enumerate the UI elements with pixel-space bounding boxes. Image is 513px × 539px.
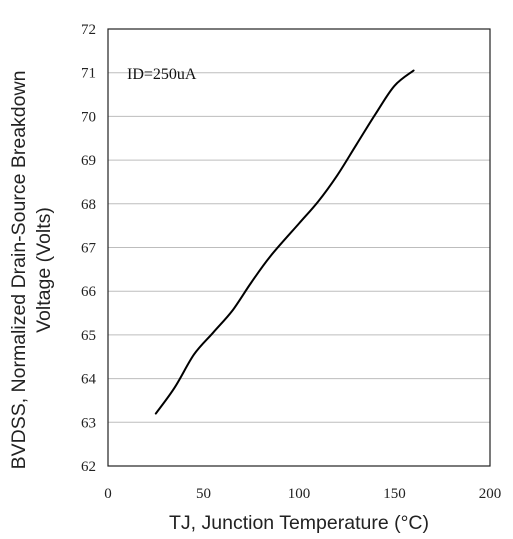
y-tick-label: 62 xyxy=(81,459,96,475)
y-axis-label-line1: BVDSS, Normalized Drain-Source Breakdown xyxy=(8,71,30,470)
y-tick-labels: 62 63 64 65 66 67 68 69 70 71 72 xyxy=(81,22,97,475)
x-tick-label: 50 xyxy=(196,486,211,502)
y-tick-label: 68 xyxy=(81,197,96,213)
annotation-label: ID=250uA xyxy=(127,66,197,83)
x-tick-label: 0 xyxy=(104,486,112,502)
grid-lines xyxy=(108,72,490,423)
x-tick-label: 200 xyxy=(479,486,502,502)
y-tick-label: 71 xyxy=(81,66,96,82)
series-line xyxy=(154,69,415,415)
x-axis-label: TJ, Junction Temperature (°C) xyxy=(169,512,429,534)
y-tick-label: 69 xyxy=(81,153,96,169)
y-tick-label: 67 xyxy=(81,241,97,257)
y-tick-label: 63 xyxy=(81,415,96,431)
y-tick-label: 70 xyxy=(81,109,96,125)
y-tick-label: 64 xyxy=(81,372,97,388)
x-tick-labels: 0 50 100 150 200 xyxy=(104,486,501,502)
y-axis-label-line2: Voltage (Volts) xyxy=(33,207,55,333)
x-tick-label: 100 xyxy=(288,486,311,502)
y-tick-label: 66 xyxy=(81,284,97,300)
x-tick-label: 150 xyxy=(383,486,406,502)
y-tick-label: 65 xyxy=(81,328,96,344)
y-tick-label: 72 xyxy=(81,22,96,38)
plot-frame xyxy=(107,28,491,467)
